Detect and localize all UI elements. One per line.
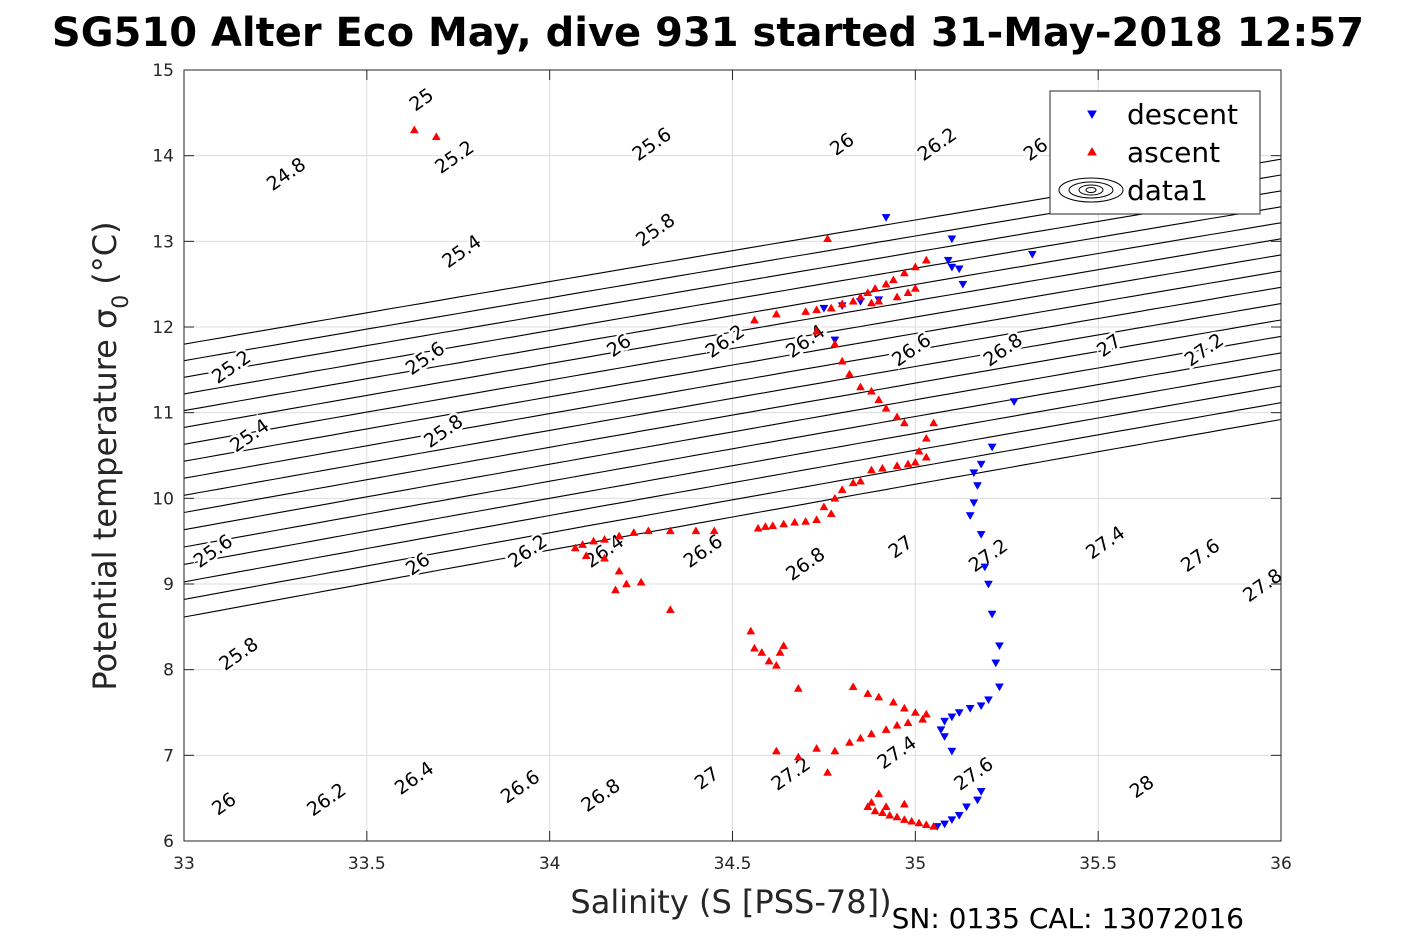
y-tick-label: 14 bbox=[152, 147, 174, 167]
serial-calibration-footer: SN: 0135 CAL: 13072016 bbox=[892, 902, 1244, 935]
chart-title: SG510 Alter Eco May, dive 931 started 31… bbox=[52, 10, 1364, 56]
x-tick-label: 34 bbox=[539, 854, 561, 874]
y-tick-label: 7 bbox=[163, 746, 174, 766]
y-tick-label: 6 bbox=[163, 832, 174, 852]
y-axis-label: Potential temperature σ0 (°C) bbox=[86, 221, 134, 690]
y-tick-label: 12 bbox=[152, 318, 174, 338]
y-tick-label: 11 bbox=[152, 404, 174, 424]
y-axis-label-text: Potential temperature σ0 (°C) bbox=[86, 221, 134, 690]
x-tick-label: 34.5 bbox=[714, 854, 752, 874]
legend: descent ascent data1 bbox=[1050, 91, 1260, 214]
ts-diagram: SG510 Alter Eco May, dive 931 started 31… bbox=[0, 0, 1417, 945]
x-tick-label: 35.5 bbox=[1079, 854, 1117, 874]
y-axis-label-unit: (°C) bbox=[86, 221, 124, 284]
ts-diagram-svg: SG510 Alter Eco May, dive 931 started 31… bbox=[0, 0, 1417, 945]
x-axis-label: Salinity (S [PSS-78]) bbox=[570, 883, 891, 921]
y-tick-label: 13 bbox=[152, 232, 174, 252]
legend-label: ascent bbox=[1127, 136, 1220, 169]
y-axis-label-subscript: 0 bbox=[109, 295, 134, 309]
y-tick-label: 9 bbox=[163, 575, 174, 595]
x-tick-label: 36 bbox=[1270, 854, 1292, 874]
x-axis-label-text: Salinity (S [PSS-78]) bbox=[570, 883, 891, 921]
legend-label: data1 bbox=[1127, 174, 1208, 207]
y-tick-label: 8 bbox=[163, 661, 174, 681]
legend-label: descent bbox=[1127, 98, 1238, 131]
x-tick-label: 33 bbox=[173, 854, 195, 874]
y-tick-label: 15 bbox=[152, 61, 174, 81]
x-tick-label: 35 bbox=[905, 854, 927, 874]
x-tick-label: 33.5 bbox=[348, 854, 386, 874]
y-tick-label: 10 bbox=[152, 489, 174, 509]
y-axis-label-main: Potential temperature σ bbox=[86, 309, 124, 691]
